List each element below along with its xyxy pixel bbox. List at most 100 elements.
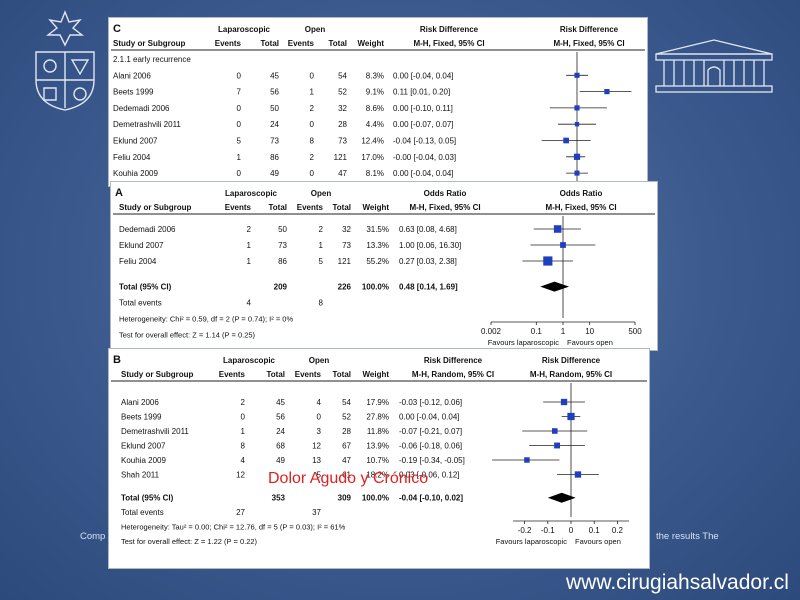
study-name: Shah 2011 bbox=[121, 471, 160, 480]
x-tick-label: -0.2 bbox=[518, 526, 532, 535]
study-estimate-marker bbox=[553, 225, 562, 233]
events-laparoscopic: 2 bbox=[241, 398, 246, 407]
events-open: 12 bbox=[312, 442, 321, 451]
ci-value: -0.19 [-0.34, -0.05] bbox=[399, 456, 465, 465]
total-laparoscopic: 73 bbox=[278, 241, 287, 250]
favours-left-label: Favours laparoscopic bbox=[488, 338, 560, 347]
overall-effect-text: Test for overall effect: Z = 1.14 (P = 0… bbox=[119, 331, 256, 340]
total-events-label: Total events bbox=[121, 508, 164, 517]
total-laparoscopic: 73 bbox=[270, 137, 279, 146]
total-laparoscopic: 24 bbox=[270, 120, 279, 129]
col-header-events: Events bbox=[215, 39, 242, 48]
study-name: Kouhia 2009 bbox=[121, 456, 166, 465]
weight-value: 8.1% bbox=[366, 169, 384, 178]
measure-header: Risk Difference bbox=[420, 25, 479, 34]
study-estimate-marker bbox=[551, 428, 558, 434]
total-events-laparoscopic: 4 bbox=[247, 299, 252, 308]
total-open: 28 bbox=[342, 427, 351, 436]
col-header-events: Events bbox=[295, 370, 322, 379]
weight-value: 13.9% bbox=[366, 442, 389, 451]
events-laparoscopic: 0 bbox=[237, 104, 242, 113]
events-open: 8 bbox=[310, 137, 315, 146]
ci-value: 0.00 [-0.04, 0.04] bbox=[399, 413, 460, 422]
total-laparoscopic: 45 bbox=[270, 71, 279, 80]
total-events-open: 37 bbox=[312, 508, 321, 517]
total-weight: 100.0% bbox=[362, 283, 389, 292]
total-open: 52 bbox=[342, 413, 351, 422]
col-header-weight: Weight bbox=[357, 39, 384, 48]
total-open: 54 bbox=[338, 71, 347, 80]
total-open: 52 bbox=[338, 88, 347, 97]
ci-value: 0.27 [0.03, 2.38] bbox=[399, 257, 457, 266]
study-name: Alani 2006 bbox=[121, 398, 159, 407]
col-header-total: Total bbox=[266, 370, 285, 379]
col-header-plot-method: M-H, Random, 95% CI bbox=[530, 370, 612, 379]
study-estimate-marker bbox=[543, 256, 553, 266]
study-estimate-marker bbox=[573, 153, 581, 160]
forest-panel-b: B Laparoscopic Open Risk Difference Risk Dif… bbox=[108, 348, 650, 569]
col-header-events: Events bbox=[219, 370, 246, 379]
panel-label: B bbox=[113, 354, 121, 366]
measure-header: Odds Ratio bbox=[424, 189, 467, 198]
heterogeneity-text: Heterogeneity: Tau² = 0.00; Chi² = 12.76… bbox=[121, 523, 346, 532]
measure-header: Risk Difference bbox=[424, 356, 483, 365]
total-laparoscopic: 49 bbox=[270, 169, 279, 178]
favours-right-label: Favours open bbox=[575, 537, 621, 546]
col-header-total: Total bbox=[328, 39, 347, 48]
events-open: 2 bbox=[310, 104, 315, 113]
weight-value: 10.7% bbox=[366, 456, 389, 465]
total-label: Total (95% CI) bbox=[121, 494, 174, 503]
study-estimate-marker bbox=[567, 412, 575, 421]
total-laparoscopic: 50 bbox=[278, 225, 287, 234]
study-estimate-marker bbox=[554, 442, 561, 449]
panel-label: A bbox=[115, 187, 123, 199]
events-laparoscopic: 12 bbox=[236, 471, 245, 480]
total-open: 67 bbox=[342, 442, 351, 451]
overlay-title: Dolor Agudo y Crónico bbox=[268, 470, 429, 487]
events-laparoscopic: 4 bbox=[241, 456, 246, 465]
study-estimate-marker bbox=[574, 471, 582, 478]
weight-value: 17.0% bbox=[361, 153, 384, 162]
events-laparoscopic: 8 bbox=[241, 442, 246, 451]
ci-value: -0.06 [-0.18, 0.06] bbox=[399, 442, 462, 451]
total-open: 73 bbox=[338, 137, 347, 146]
x-tick-label: 1 bbox=[561, 327, 566, 336]
col-header-plot-method: M-H, Fixed, 95% CI bbox=[545, 203, 616, 212]
x-tick-label: 500 bbox=[628, 327, 642, 336]
x-tick-label: 10 bbox=[585, 327, 594, 336]
total-laparoscopic: 68 bbox=[276, 442, 285, 451]
col-header-total: Total bbox=[332, 203, 351, 212]
study-name: Feliu 2004 bbox=[113, 153, 151, 162]
study-name: Alani 2006 bbox=[113, 71, 151, 80]
col-header-events: Events bbox=[297, 203, 324, 212]
weight-value: 8.6% bbox=[366, 104, 384, 113]
x-tick-label: 0.1 bbox=[589, 526, 601, 535]
study-estimate-marker bbox=[604, 88, 610, 95]
study-estimate-marker bbox=[560, 242, 566, 248]
total-laparoscopic: 86 bbox=[278, 257, 287, 266]
x-tick-label: -0.1 bbox=[541, 526, 555, 535]
group-header-laparoscopic: Laparoscopic bbox=[225, 189, 278, 198]
events-laparoscopic: 1 bbox=[237, 153, 242, 162]
weight-value: 8.3% bbox=[366, 71, 384, 80]
weight-value: 4.4% bbox=[366, 120, 384, 129]
ci-value: -0.00 [-0.04, 0.03] bbox=[393, 153, 456, 162]
ci-value: 0.63 [0.08, 4.68] bbox=[399, 225, 457, 234]
study-name: Beets 1999 bbox=[121, 413, 162, 422]
events-open: 2 bbox=[319, 225, 324, 234]
weight-value: 13.3% bbox=[366, 241, 389, 250]
col-header-method: M-H, Fixed, 95% CI bbox=[413, 39, 484, 48]
group-header-laparoscopic: Laparoscopic bbox=[218, 25, 271, 34]
study-estimate-marker bbox=[574, 72, 580, 78]
study-name: Dedemadi 2006 bbox=[113, 104, 170, 113]
events-open: 13 bbox=[312, 456, 321, 465]
col-header-method: M-H, Fixed, 95% CI bbox=[409, 203, 480, 212]
ci-value: -0.03 [-0.12, 0.06] bbox=[399, 398, 462, 407]
col-header-study: Study or Subgroup bbox=[121, 370, 194, 379]
col-header-study: Study or Subgroup bbox=[113, 39, 186, 48]
study-name: Dedemadi 2006 bbox=[119, 225, 176, 234]
total-label: Total (95% CI) bbox=[119, 283, 172, 292]
ci-value: 0.00 [-0.04, 0.04] bbox=[393, 169, 454, 178]
study-name: Kouhia 2009 bbox=[113, 169, 158, 178]
total-open: 226 bbox=[338, 283, 352, 292]
